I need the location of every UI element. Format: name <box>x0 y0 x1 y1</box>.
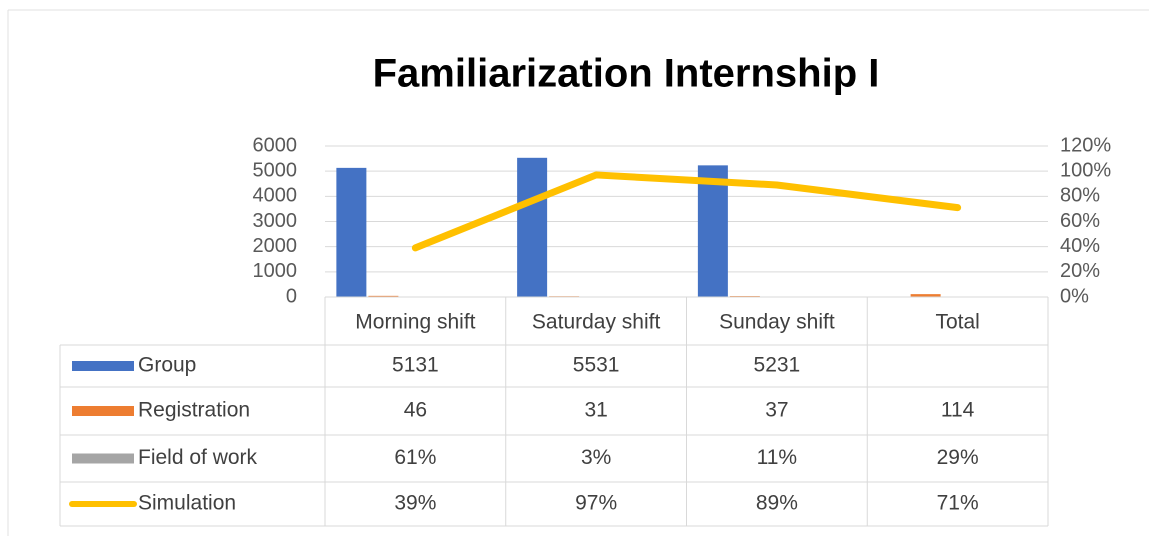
legend-key <box>72 406 134 416</box>
y2-tick-label: 20% <box>1060 260 1100 282</box>
table-cell: 71% <box>937 492 979 515</box>
table-cell: 5231 <box>754 354 801 377</box>
legend-label: Field of work <box>138 446 258 469</box>
y-tick-label: 5000 <box>253 159 298 181</box>
legend-key <box>72 361 134 371</box>
table-cell: 3% <box>581 446 611 469</box>
y-tick-label: 1000 <box>253 260 298 282</box>
category-label: Sunday shift <box>719 311 835 334</box>
category-label: Morning shift <box>355 311 475 334</box>
table-cell: 61% <box>394 446 436 469</box>
bar <box>910 294 941 297</box>
y2-tick-label: 80% <box>1060 185 1100 207</box>
y2-tick-label: 100% <box>1060 159 1111 181</box>
bar <box>697 165 728 297</box>
bar <box>368 295 399 297</box>
table-cell: 114 <box>941 399 975 422</box>
table-cell: 5531 <box>573 354 620 377</box>
table-cell: 5131 <box>392 354 439 377</box>
bar <box>336 167 367 297</box>
y2-tick-label: 60% <box>1060 210 1100 232</box>
category-label: Saturday shift <box>532 311 661 334</box>
legend-label: Simulation <box>138 492 236 515</box>
table-cell: 37 <box>765 399 788 422</box>
table-cell: 89% <box>756 492 798 515</box>
y2-tick-label: 120% <box>1060 134 1111 156</box>
table-cell: 39% <box>394 492 436 515</box>
y-tick-label: 0 <box>286 285 297 307</box>
legend-label: Registration <box>138 399 250 422</box>
category-label: Total <box>935 311 979 334</box>
y-tick-label: 2000 <box>253 235 298 257</box>
table-cell: 11% <box>757 446 797 469</box>
line-series <box>411 171 962 252</box>
y-tick-label: 3000 <box>253 210 298 232</box>
y2-tick-label: 0% <box>1060 285 1089 307</box>
legend-label: Group <box>138 354 196 377</box>
y-tick-label: 6000 <box>253 134 298 156</box>
legend-key <box>72 453 134 464</box>
bar <box>517 157 548 297</box>
chart-title: Familiarization Internship I <box>373 52 880 96</box>
table-cell: 97% <box>575 492 617 515</box>
y-tick-label: 4000 <box>253 185 298 207</box>
table-cell: 29% <box>937 446 979 469</box>
table-cell: 31 <box>584 399 607 422</box>
y2-tick-label: 40% <box>1060 235 1100 257</box>
table-cell: 46 <box>404 399 427 422</box>
